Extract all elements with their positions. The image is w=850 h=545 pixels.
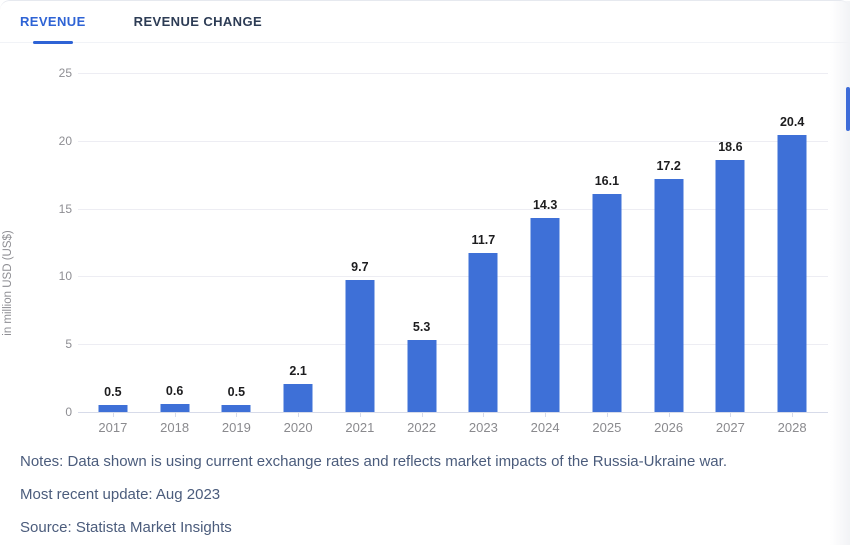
y-tick-label: 15 bbox=[58, 201, 72, 216]
x-tick-label: 2022 bbox=[407, 420, 437, 435]
bar[interactable] bbox=[530, 218, 560, 412]
x-axis-tick bbox=[483, 412, 485, 417]
bar-value-label: 0.5 bbox=[227, 385, 246, 400]
gridline bbox=[78, 344, 828, 346]
x-axis-tick bbox=[792, 412, 794, 417]
bar-value-label: 2.1 bbox=[289, 363, 307, 378]
y-tick-label: 5 bbox=[65, 337, 72, 352]
bar-column: 17.2 2026 bbox=[638, 73, 700, 435]
x-tick-label: 2024 bbox=[530, 420, 560, 435]
bar[interactable] bbox=[98, 405, 128, 412]
bars-layer: 0.5 2017 0.6 2018 0.5 2019 2.1 2020 9.7 2021 5.3 20… bbox=[82, 73, 823, 435]
x-axis-tick bbox=[112, 412, 114, 417]
source-line: Source: Statista Market Insights bbox=[20, 519, 232, 536]
bar-value-label: 18.6 bbox=[718, 139, 743, 154]
x-tick-label: 2027 bbox=[715, 420, 745, 435]
gridline bbox=[78, 73, 828, 74]
x-axis-tick bbox=[668, 412, 670, 417]
bar-column: 16.1 2025 bbox=[576, 73, 638, 435]
bar-value-label: 0.5 bbox=[104, 385, 122, 400]
x-axis-tick bbox=[174, 412, 176, 417]
bar[interactable] bbox=[592, 193, 622, 412]
bar[interactable] bbox=[407, 340, 437, 412]
x-tick-label: 2019 bbox=[221, 420, 251, 435]
bar-column: 0.5 2019 bbox=[206, 73, 268, 435]
x-tick-label: 2026 bbox=[654, 420, 684, 435]
y-axis-title: in million USD (US$) bbox=[2, 230, 14, 336]
bar-value-label: 16.1 bbox=[594, 173, 620, 188]
bar-column: 0.5 2017 bbox=[82, 73, 144, 435]
gridline bbox=[78, 140, 828, 142]
y-tick-label: 10 bbox=[58, 269, 72, 284]
bar-value-label: 20.4 bbox=[779, 115, 805, 130]
update-line: Most recent update: Aug 2023 bbox=[20, 486, 221, 503]
bar-column: 18.6 2027 bbox=[700, 73, 762, 435]
tab-revenue-change-label: REVENUE CHANGE bbox=[133, 14, 263, 29]
x-axis-baseline bbox=[78, 412, 828, 413]
notes-line: Notes: Data shown is using current excha… bbox=[20, 453, 727, 470]
bar-value-label: 11.7 bbox=[471, 233, 496, 248]
x-tick-label: 2028 bbox=[777, 420, 807, 435]
y-tick-label: 20 bbox=[58, 133, 72, 148]
bar[interactable] bbox=[468, 253, 498, 412]
x-axis-tick bbox=[606, 412, 608, 417]
gridline bbox=[78, 208, 828, 210]
bar[interactable] bbox=[777, 135, 807, 412]
active-tab-underline bbox=[32, 40, 73, 44]
bar-column: 9.7 2021 bbox=[329, 73, 391, 435]
bar-column: 5.3 2022 bbox=[391, 73, 453, 435]
x-axis-tick bbox=[421, 412, 423, 417]
x-tick-label: 2021 bbox=[345, 420, 375, 435]
bar-value-label: 14.3 bbox=[532, 198, 558, 213]
bar-value-label: 0.6 bbox=[165, 383, 184, 398]
y-tick-label: 25 bbox=[58, 66, 72, 80]
notes-block: Notes: Data shown is using current excha… bbox=[20, 453, 820, 545]
bar[interactable] bbox=[715, 159, 745, 412]
bar-value-label: 5.3 bbox=[412, 320, 431, 335]
x-tick-label: 2020 bbox=[283, 420, 313, 435]
bar-column: 0.6 2018 bbox=[144, 73, 206, 435]
bar-value-label: 9.7 bbox=[351, 260, 369, 275]
x-axis-tick bbox=[236, 412, 238, 417]
tab-revenue-change[interactable]: REVENUE CHANGE bbox=[134, 1, 262, 43]
x-tick-label: 2018 bbox=[160, 420, 190, 435]
bar[interactable] bbox=[654, 178, 684, 412]
x-tick-label: 2023 bbox=[468, 420, 498, 435]
x-axis-tick bbox=[545, 412, 547, 417]
bar-value-label: 17.2 bbox=[656, 158, 681, 173]
bar-column: 11.7 2023 bbox=[453, 73, 515, 435]
tab-bar: REVENUE REVENUE CHANGE bbox=[0, 1, 850, 44]
bar-chart: in million USD (US$) 0 5 10 15 20 25 0.5 2017 0… bbox=[0, 43, 850, 449]
tab-revenue-label: REVENUE bbox=[20, 14, 86, 29]
bar-column: 20.4 2028 bbox=[761, 73, 823, 435]
bar[interactable] bbox=[160, 403, 190, 412]
x-tick-label: 2025 bbox=[592, 420, 622, 435]
scrollbar-thumb[interactable] bbox=[846, 87, 850, 131]
bar[interactable] bbox=[283, 383, 313, 412]
bar[interactable] bbox=[221, 405, 251, 412]
x-axis-tick bbox=[730, 412, 732, 417]
x-axis-tick bbox=[359, 412, 361, 417]
bar[interactable] bbox=[345, 280, 375, 412]
bar-column: 14.3 2024 bbox=[514, 73, 576, 435]
gridline bbox=[78, 276, 828, 278]
tab-revenue[interactable]: REVENUE bbox=[20, 1, 86, 44]
bar-column: 2.1 2020 bbox=[267, 73, 329, 435]
y-tick-label: 0 bbox=[65, 405, 72, 419]
x-tick-label: 2017 bbox=[98, 420, 128, 435]
x-axis-tick bbox=[298, 412, 300, 417]
